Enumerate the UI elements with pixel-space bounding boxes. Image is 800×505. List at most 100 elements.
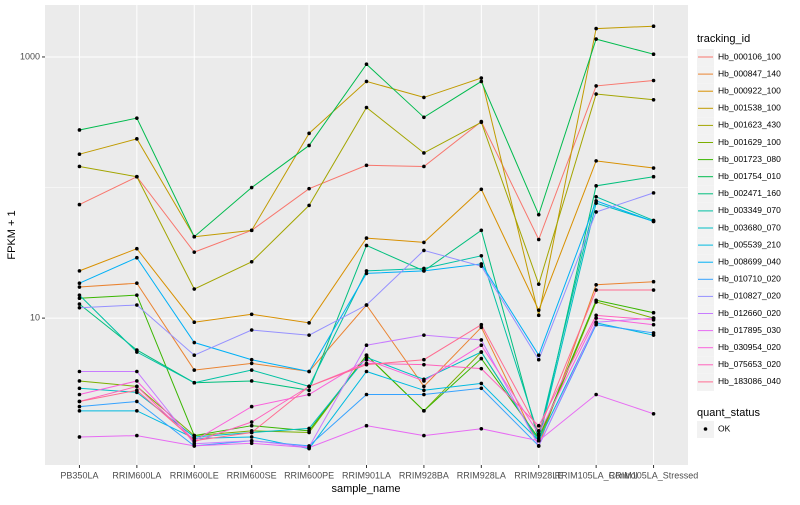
data-point <box>307 143 311 148</box>
x-tick-label: RRIM600PE <box>284 470 334 480</box>
data-point <box>77 296 82 301</box>
data-point <box>651 412 656 416</box>
data-point <box>364 392 369 397</box>
data-point <box>479 427 484 431</box>
data-point <box>479 187 484 192</box>
x-tick-label: RRIM928BA <box>399 470 449 480</box>
data-point <box>651 24 656 29</box>
data-point <box>422 95 426 100</box>
data-point <box>77 285 82 289</box>
data-point <box>594 210 598 214</box>
data-point <box>307 333 311 337</box>
x-tick-label: PB350LA <box>60 470 98 480</box>
data-point <box>77 404 82 409</box>
data-point <box>77 164 82 169</box>
data-point <box>77 399 82 404</box>
data-point <box>249 441 254 446</box>
data-point <box>651 52 656 56</box>
data-point <box>77 435 82 439</box>
data-point <box>536 438 541 443</box>
data-point <box>651 191 656 195</box>
data-point <box>249 312 254 317</box>
data-point <box>77 409 82 413</box>
legend-label: Hb_001723_080 <box>718 154 781 164</box>
data-point <box>135 281 139 286</box>
data-point <box>422 269 426 273</box>
data-point <box>536 212 541 217</box>
data-point <box>594 392 598 397</box>
x-tick-label: RRIM105LA_Stressed <box>609 470 699 480</box>
legend-title: tracking_id <box>697 33 750 45</box>
data-point <box>479 356 484 361</box>
data-point <box>192 353 197 357</box>
legend-label: Hb_000106_100 <box>718 51 781 61</box>
data-point <box>135 116 139 120</box>
data-point <box>594 194 598 199</box>
legend-label: Hb_001754_010 <box>718 171 781 181</box>
data-point <box>594 320 598 325</box>
legend-label: Hb_000847_140 <box>718 68 781 78</box>
data-point <box>192 438 197 443</box>
data-point <box>364 357 369 362</box>
data-point <box>249 430 254 435</box>
legend-label: Hb_005539_210 <box>718 239 781 249</box>
legend-label: Hb_008699_040 <box>718 256 781 266</box>
data-point <box>192 444 197 448</box>
data-point <box>307 321 311 325</box>
legend-label: Hb_003680_070 <box>718 222 781 232</box>
data-point <box>536 357 541 362</box>
legend-label: Hb_030954_020 <box>718 342 781 352</box>
data-point <box>651 78 656 83</box>
data-point <box>594 322 598 327</box>
legend-label: Hb_001629_100 <box>718 137 781 147</box>
data-point <box>135 246 139 251</box>
data-point <box>364 269 369 273</box>
data-point <box>536 237 541 242</box>
legend-label: OK <box>718 423 731 433</box>
data-point <box>594 316 598 320</box>
data-point <box>307 445 311 450</box>
data-point <box>77 269 82 273</box>
data-point <box>422 164 426 169</box>
data-point <box>536 313 541 318</box>
data-point <box>479 350 484 354</box>
data-point <box>479 79 484 84</box>
data-point <box>422 240 426 245</box>
data-point <box>536 308 541 312</box>
data-point <box>594 92 598 96</box>
x-tick-label: RRIM928LA <box>457 470 506 480</box>
data-point <box>651 318 656 322</box>
data-point <box>479 338 484 342</box>
data-point <box>364 369 369 374</box>
data-point <box>135 137 139 141</box>
data-point <box>249 435 254 439</box>
data-point <box>249 379 254 383</box>
data-point <box>249 357 254 362</box>
data-point <box>594 159 598 163</box>
data-point <box>364 105 369 110</box>
x-tick-label: RRIM600LE <box>170 470 219 480</box>
data-point <box>536 432 541 436</box>
data-point <box>307 384 311 389</box>
data-point <box>479 254 484 258</box>
x-axis-label: sample_name <box>331 483 400 495</box>
data-point <box>307 131 311 136</box>
data-point <box>364 423 369 428</box>
data-point <box>594 282 598 287</box>
data-point <box>135 350 139 354</box>
legend-label: Hb_010827_020 <box>718 291 781 301</box>
data-point <box>422 384 426 389</box>
data-point <box>594 26 598 31</box>
data-point <box>249 368 254 372</box>
legend-label: Hb_012660_020 <box>718 308 781 318</box>
data-point <box>192 250 197 254</box>
data-point <box>536 423 541 428</box>
data-point <box>536 429 541 433</box>
data-point <box>249 438 254 443</box>
data-point <box>135 174 139 179</box>
data-point <box>249 423 254 428</box>
data-point <box>249 420 254 424</box>
data-point <box>479 366 484 371</box>
data-point <box>135 303 139 307</box>
data-point <box>594 313 598 318</box>
